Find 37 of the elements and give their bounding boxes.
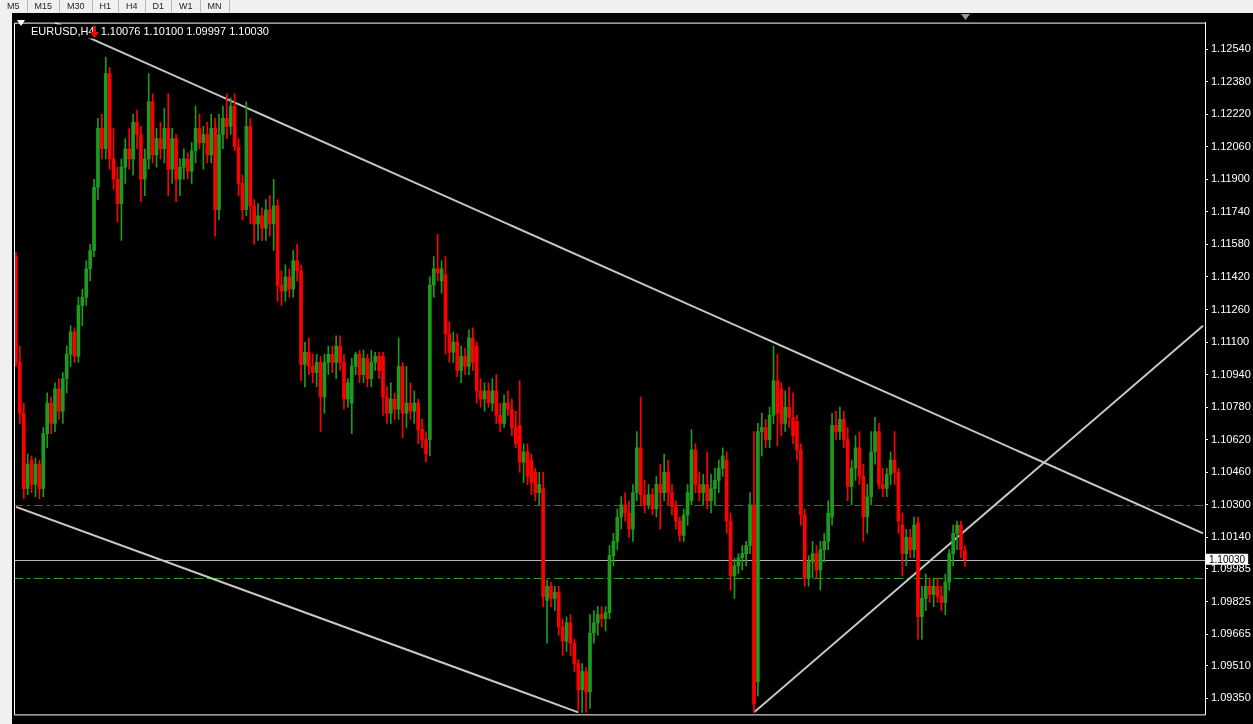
candlestick [224, 93, 229, 139]
text: H1 [92, 0, 120, 12]
y-tick-label: 1.10620 [1211, 432, 1251, 445]
candlestick [435, 233, 440, 282]
text: M15 [27, 0, 61, 12]
y-tick-label: 1.11420 [1211, 269, 1250, 282]
text: MN [200, 0, 230, 12]
candlestick [834, 410, 838, 441]
y-tick-label: 1.12380 [1211, 74, 1251, 87]
y-tick-label: 1.09510 [1211, 658, 1251, 671]
y-tick-label: 1.10460 [1211, 465, 1251, 478]
candlestick [740, 545, 745, 571]
text: M30 [60, 0, 93, 12]
y-tick-label: 1.09665 [1211, 627, 1251, 640]
y-tick-label: 1.10780 [1211, 400, 1251, 413]
candlestick [658, 463, 663, 530]
text: H4 [119, 0, 146, 12]
text: D1 [145, 0, 173, 12]
y-tick-label: 1.10940 [1211, 367, 1251, 380]
y-tick-label: 1.11740 [1211, 204, 1250, 217]
y-tick-label: 1.12220 [1211, 107, 1251, 120]
y-tick-label: 1.09825 [1211, 594, 1251, 607]
candlestick [256, 203, 260, 241]
y-tick-label: 1.11260 [1211, 302, 1250, 315]
ref-line-label: 1.10030 [1209, 553, 1246, 565]
y-tick-label: 1.11900 [1211, 172, 1250, 185]
y-tick-label: 1.10300 [1211, 497, 1251, 510]
y-tick-label: 1.12060 [1211, 139, 1251, 152]
candlestick [599, 606, 604, 628]
y-tick-label: 1.09350 [1211, 691, 1251, 704]
y-tick-label: 1.11580 [1211, 237, 1250, 250]
y-tick-label: 1.10140 [1211, 530, 1251, 543]
text: W1 [172, 0, 201, 12]
text: M5 [0, 0, 28, 12]
y-tick-label: 1.11100 [1211, 335, 1250, 348]
chart-title: EURUSD,H4 1.10076 1.10100 1.09997 1.10030 [31, 24, 269, 37]
y-tick-label: 1.12540 [1211, 42, 1251, 55]
